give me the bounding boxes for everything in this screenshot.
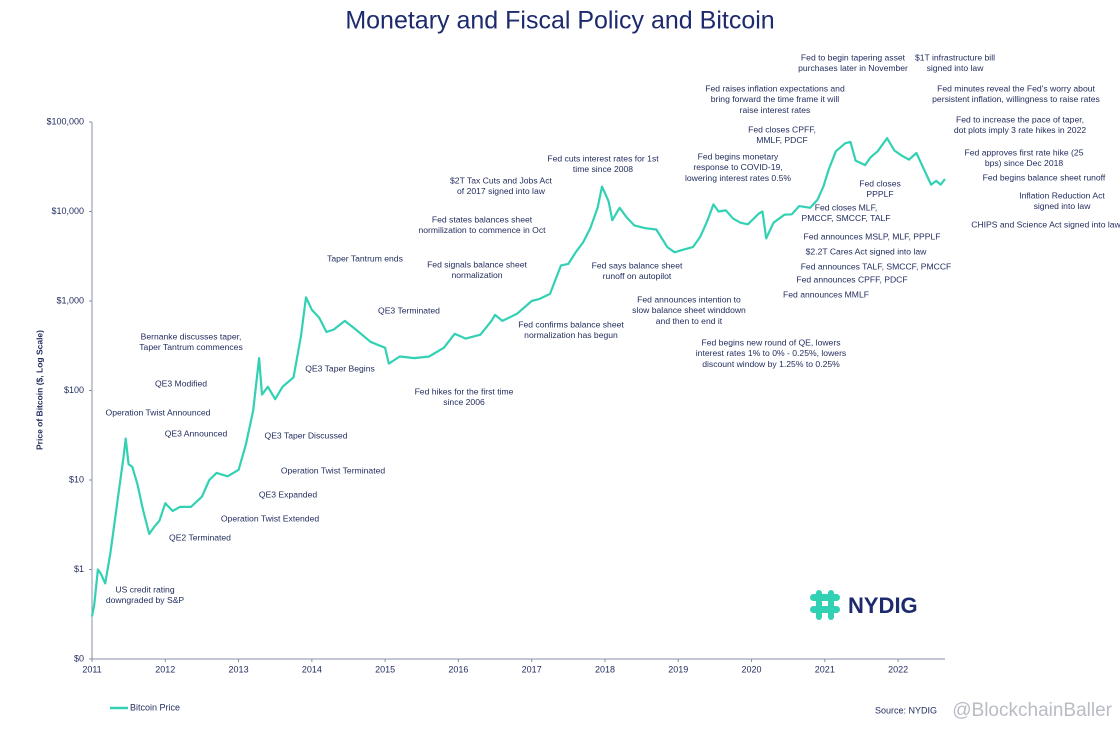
annotation: signed into law	[927, 63, 985, 73]
x-tick-label: 2020	[742, 664, 762, 674]
annotation: normilization to commence in Oct	[418, 225, 546, 235]
x-tick-label: 2018	[595, 664, 615, 674]
logo-text: NYDIG	[848, 593, 918, 618]
y-tick-label: $100	[64, 385, 84, 395]
x-tick-label: 2016	[448, 664, 468, 674]
annotation: downgraded by S&P	[106, 595, 185, 605]
annotation: Fed begins monetary	[698, 151, 779, 161]
annotation: Fed announces intention to	[637, 294, 741, 304]
y-tick-label: $1	[74, 564, 84, 574]
annotation: Fed announces MSLP, MLF, PPPLF	[804, 231, 941, 241]
x-tick-label: 2022	[888, 664, 908, 674]
x-tick-label: 2013	[229, 664, 249, 674]
logo-shape	[816, 590, 822, 620]
annotation: Taper Tantrum commences	[139, 342, 243, 352]
annotation: Fed states balances sheet	[432, 214, 533, 224]
annotation: purchases later in November	[798, 63, 908, 73]
x-tick-label: 2015	[375, 664, 395, 674]
annotation: QE3 Announced	[165, 428, 228, 438]
annotation: PMCCF, SMCCF, TALF	[802, 213, 891, 223]
annotation: dot plots imply 3 rate hikes in 2022	[954, 125, 1087, 135]
annotation: Fed signals balance sheet	[427, 259, 527, 269]
annotation: Fed begins balance sheet runoff	[983, 172, 1106, 182]
annotation: Fed approves first rate hike (25	[965, 147, 1084, 157]
annotation: QE3 Taper Begins	[305, 363, 375, 373]
annotation: Taper Tantrum ends	[327, 253, 403, 263]
legend-label: Bitcoin Price	[130, 702, 180, 712]
x-tick-label: 2012	[155, 664, 175, 674]
annotation: lowering interest rates 0.5%	[685, 173, 791, 183]
annotation: Fed closes	[859, 178, 901, 188]
y-tick-label: $1,000	[56, 295, 84, 305]
annotation: Fed closes MLF,	[815, 202, 878, 212]
annotation: Fed raises inflation expectations and	[705, 83, 845, 93]
annotation: Fed begins new round of QE, lowers	[701, 337, 840, 347]
annotation: Fed to begin tapering asset	[801, 52, 906, 62]
annotation: persistent inflation, willingness to rai…	[932, 94, 1100, 104]
logo-shape	[810, 594, 840, 601]
annotation: since 2006	[443, 397, 485, 407]
source: Source: NYDIG	[875, 705, 937, 715]
annotation: runoff on autopilot	[603, 271, 672, 281]
annotation: Fed says balance sheet	[592, 260, 683, 270]
annotation: US credit rating	[115, 584, 174, 594]
annotation: Fed announces TALF, SMCCF, PMCCF	[801, 261, 952, 271]
y-tick-label: $100,000	[46, 116, 84, 126]
annotation: bring forward the time frame it will	[711, 94, 840, 104]
annotation: QE2 Terminated	[169, 532, 231, 542]
annotation: and then to end it	[656, 316, 723, 326]
annotation: QE3 Terminated	[378, 305, 440, 315]
annotation: Fed to increase the pace of taper,	[956, 114, 1084, 124]
annotation: $1T infrastructure bill	[915, 52, 995, 62]
annotation: Fed minutes reveal the Fed's worry about	[937, 83, 1095, 93]
price-line	[90, 137, 946, 617]
annotation: interest rates 1% to 0% - 0.25%, lowers	[696, 348, 846, 358]
annotation: Fed announces MMLF	[783, 289, 869, 299]
annotation: discount window by 1.25% to 0.25%	[702, 359, 840, 369]
x-tick-label: 2011	[82, 664, 101, 674]
annotation: QE3 Expanded	[259, 489, 318, 499]
annotation: QE3 Modified	[155, 378, 207, 388]
annotation: Operation Twist Terminated	[281, 465, 386, 475]
x-tick-label: 2019	[668, 664, 688, 674]
x-tick-label: 2014	[302, 664, 322, 674]
annotation: Inflation Reduction Act	[1019, 190, 1105, 200]
annotation: normalization	[451, 270, 502, 280]
annotation: Fed confirms balance sheet	[518, 319, 624, 329]
annotation: Operation Twist Extended	[221, 513, 319, 523]
annotation: Fed cuts interest rates for 1st	[547, 153, 659, 163]
annotation: Fed closes CPFF,	[748, 124, 816, 134]
x-tick-label: 2017	[522, 664, 542, 674]
logo: NYDIG	[810, 590, 918, 620]
annotation: Bernanke discusses taper,	[141, 331, 242, 341]
annotation: QE3 Taper Discussed	[265, 430, 348, 440]
logo-shape	[828, 590, 834, 620]
annotation: $2T Tax Cuts and Jobs Act	[450, 175, 553, 185]
annotation: time since 2008	[573, 164, 633, 174]
annotation: Fed hikes for the first time	[415, 386, 514, 396]
annotation: of 2017 signed into law	[457, 186, 546, 196]
logo-shape	[810, 606, 840, 613]
annotation: slow balance sheet winddown	[632, 305, 746, 315]
annotation: signed into law	[1034, 201, 1092, 211]
y-tick-label: $0	[74, 653, 84, 663]
annotation: normalization has begun	[524, 330, 618, 340]
annotation: response to COVID-19,	[693, 162, 782, 172]
annotation: bps) since Dec 2018	[985, 158, 1064, 168]
annotation: raise interest rates	[740, 105, 811, 115]
y-tick-label: $10	[69, 474, 84, 484]
watermark: @BlockchainBaller	[952, 700, 1112, 721]
chart-title: Monetary and Fiscal Policy and Bitcoin	[345, 7, 774, 35]
annotation: CHIPS and Science Act signed into law	[971, 219, 1120, 229]
annotation: Fed announces CPFF, PDCF	[796, 274, 907, 284]
annotation: $2.2T Cares Act signed into law	[806, 246, 927, 256]
y-tick-label: $10,000	[51, 206, 84, 216]
x-tick-label: 2021	[815, 664, 835, 674]
annotation: PPPLF	[866, 189, 893, 199]
annotation: MMLF, PDCF	[756, 135, 808, 145]
y-axis-label: Price of Bitcoin ($, Log Scale)	[34, 330, 44, 450]
annotation: Operation Twist Announced	[106, 407, 211, 417]
